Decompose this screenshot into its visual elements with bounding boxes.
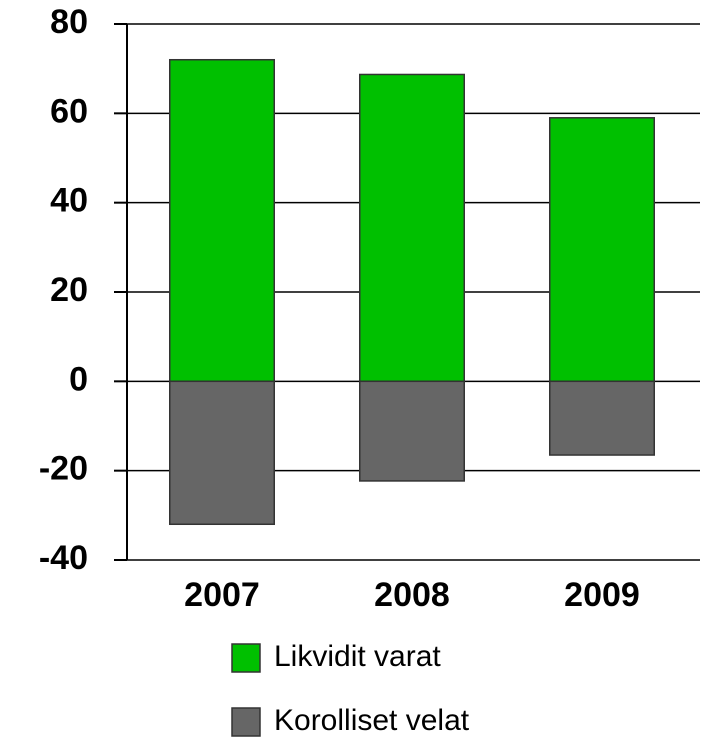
bar bbox=[169, 58, 275, 383]
bar bbox=[359, 380, 465, 482]
x-tick-label: 2008 bbox=[374, 576, 450, 614]
legend-label: Korolliset velat bbox=[274, 704, 470, 737]
y-tick-label: -20 bbox=[39, 450, 88, 488]
y-tick-label: 80 bbox=[50, 3, 88, 41]
bar bbox=[549, 117, 655, 383]
legend-swatch bbox=[231, 643, 261, 673]
x-tick-label: 2009 bbox=[564, 576, 640, 614]
bar bbox=[549, 380, 655, 456]
x-tick-label: 2007 bbox=[184, 576, 260, 614]
legend-label: Likvidit varat bbox=[274, 640, 441, 673]
y-tick-label: -40 bbox=[39, 539, 88, 577]
legend-swatch bbox=[231, 707, 261, 737]
bar bbox=[169, 380, 275, 526]
y-tick-label: 20 bbox=[50, 271, 88, 309]
y-tick-label: 0 bbox=[69, 360, 88, 398]
y-tick-label: 60 bbox=[50, 92, 88, 130]
y-tick-label: 40 bbox=[50, 182, 88, 220]
bar bbox=[359, 73, 465, 383]
